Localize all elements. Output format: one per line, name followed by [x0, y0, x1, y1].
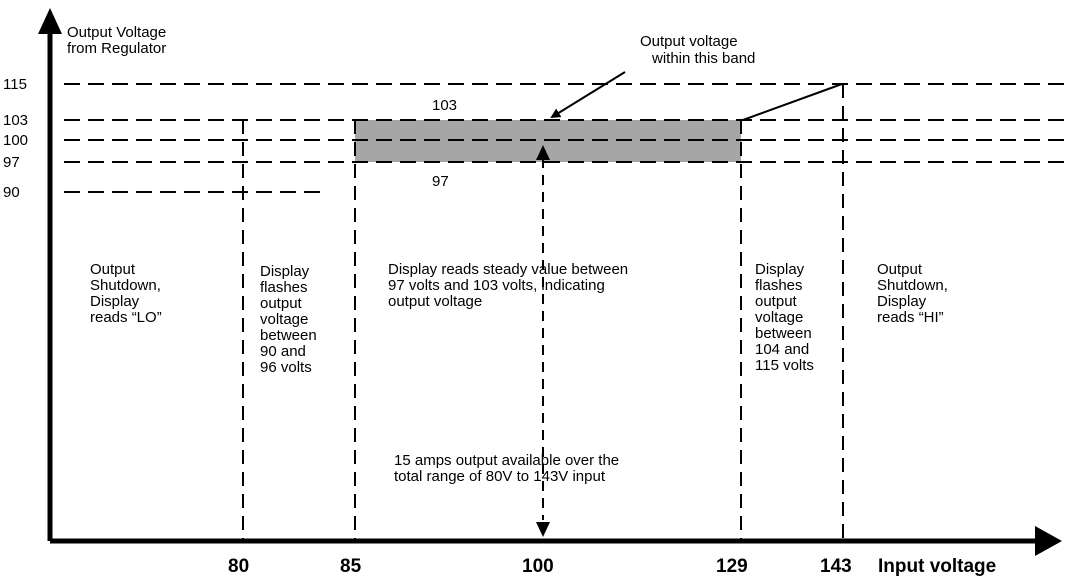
region-high-flash-text: Display flashes output voltage between 1… — [755, 261, 816, 374]
x-tick-label: 85 — [340, 556, 362, 577]
callout-leader — [742, 83, 843, 121]
y-tick-label: 115 — [3, 76, 27, 93]
y-axis-title: Output Voltage from Regulator — [67, 24, 170, 57]
y-tick-label: 100 — [3, 132, 28, 149]
x-axis-label: Input voltage — [878, 556, 996, 577]
reference-lines — [64, 83, 1065, 193]
y-tick-label: 90 — [3, 184, 20, 201]
band-upper-label: 103 — [432, 97, 457, 114]
band-lower-label: 97 — [432, 173, 449, 190]
current-availability-note: 15 amps output available over the total … — [394, 452, 623, 485]
x-axis-arrowhead — [1035, 526, 1062, 556]
axes — [38, 8, 1062, 556]
x-tick-label: 129 — [716, 556, 748, 577]
x-tick-label: 80 — [228, 556, 249, 577]
center-arrowhead-down — [536, 522, 550, 537]
y-axis-arrowhead — [38, 8, 62, 34]
x-tick-label: 100 — [522, 556, 554, 577]
y-tick-label: 103 — [3, 112, 28, 129]
region-low-flash-text: Display flashes output voltage between 9… — [260, 263, 321, 376]
region-low-shutdown-text: Output Shutdown, Display reads “LO” — [90, 261, 165, 326]
x-tick-label: 143 — [820, 556, 852, 577]
region-high-shutdown-text: Output Shutdown, Display reads “HI” — [877, 261, 952, 326]
center-arrowhead-up — [536, 145, 550, 160]
band-callout: Output voltage within this band — [640, 33, 755, 67]
y-tick-label: 97 — [3, 154, 20, 171]
region-steady-text: Display reads steady value between 97 vo… — [388, 261, 632, 310]
region-dividers — [242, 84, 844, 540]
y-tick-labels: 115 103 100 97 90 — [3, 76, 28, 201]
x-tick-labels: 80 85 100 129 143 Input voltage — [228, 556, 996, 577]
callout-arrow — [550, 71, 626, 119]
